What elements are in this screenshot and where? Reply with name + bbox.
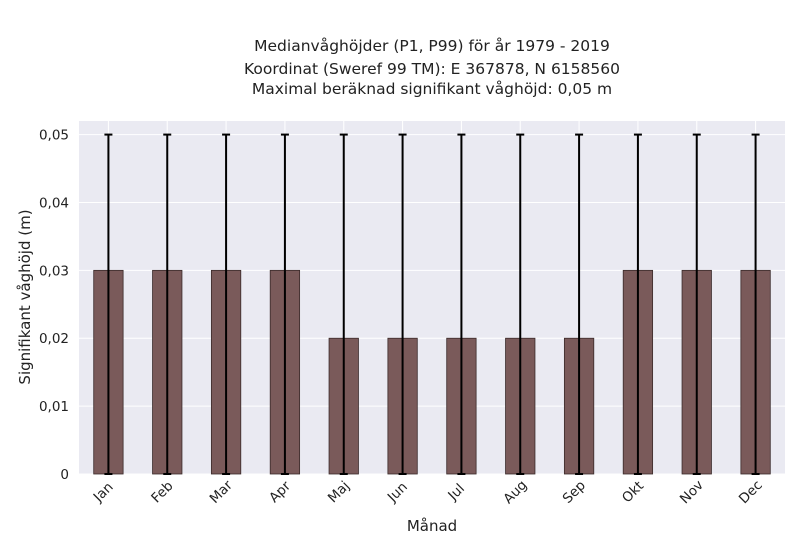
x-tick-label: Jan — [90, 479, 117, 506]
x-tick-label: Jul — [444, 481, 468, 505]
x-tick-label: Jun — [384, 479, 411, 506]
y-tick-label: 0,01 — [39, 399, 69, 415]
x-tick-label: Maj — [325, 478, 353, 506]
x-tick-label: Nov — [677, 477, 707, 507]
error-bars — [104, 133, 760, 475]
x-tick-label: Dec — [736, 477, 766, 507]
x-tick-label: Apr — [266, 478, 294, 506]
y-tick-label: 0,02 — [39, 331, 69, 347]
x-tick-label: Sep — [560, 478, 589, 507]
x-tick-label: Feb — [148, 478, 176, 506]
x-tick-label: Aug — [500, 477, 530, 507]
x-tick-label: Mar — [207, 477, 237, 507]
y-axis-label: Signifikant våghöjd (m) — [16, 209, 34, 384]
x-axis-ticks: Jan Feb Mar Apr Maj Jun Jul Aug Sep Okt Nov Dec — [90, 477, 766, 507]
chart-title-line-3: Maximal beräknad signifikant våghöjd: 0,… — [252, 80, 612, 98]
x-axis-label: Månad — [407, 517, 457, 535]
y-axis-ticks: 0 0,01 0,02 0,03 0,04 0,05 — [39, 128, 69, 483]
y-tick-label: 0,05 — [39, 128, 69, 144]
plot-area — [79, 121, 785, 474]
y-tick-label: 0,04 — [39, 195, 69, 211]
y-tick-label: 0 — [60, 467, 69, 483]
y-tick-label: 0,03 — [39, 263, 69, 279]
x-tick-label: Okt — [619, 478, 647, 506]
chart-title: Medianvåghöjder (P1, P99) för år 1979 - … — [244, 37, 620, 98]
chart-title-line-1: Medianvåghöjder (P1, P99) för år 1979 - … — [254, 37, 610, 55]
chart-title-line-2: Koordinat (Sweref 99 TM): E 367878, N 61… — [244, 60, 620, 78]
